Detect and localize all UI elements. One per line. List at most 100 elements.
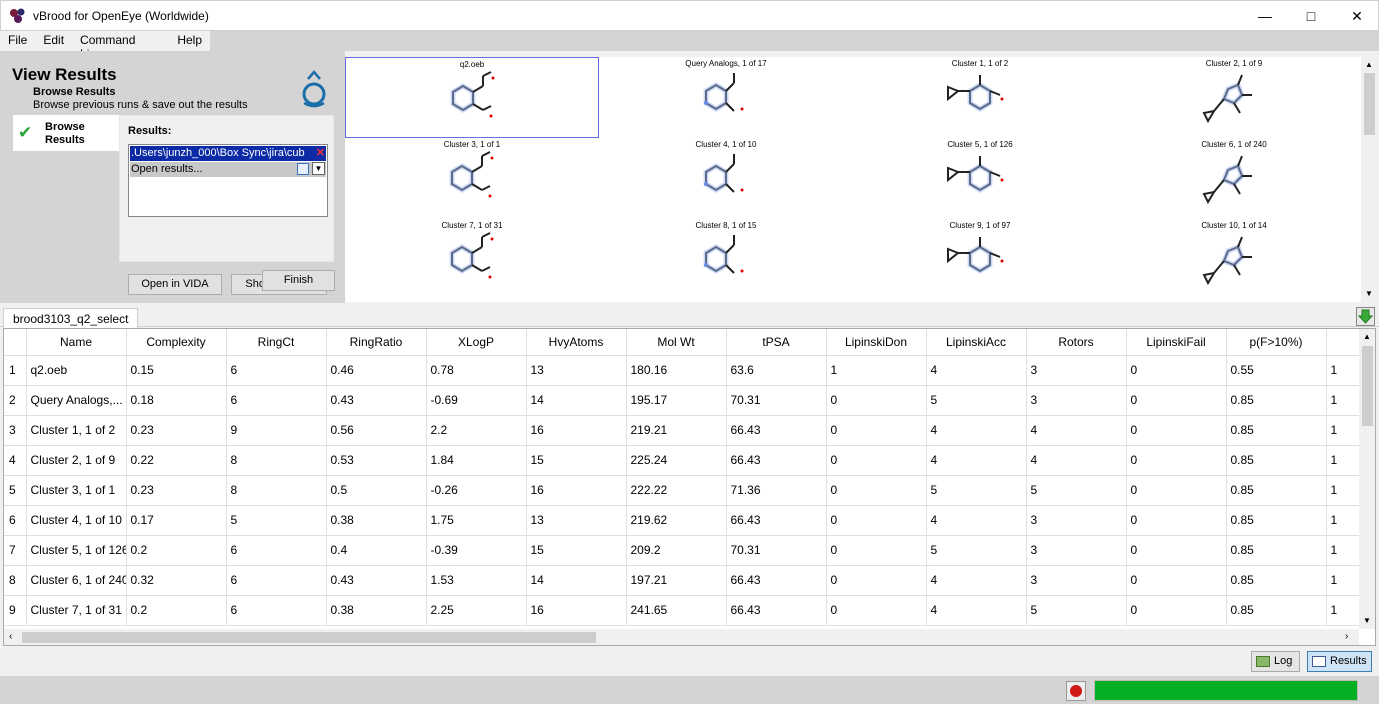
- table-row[interactable]: 5 Cluster 3, 1 of 1 0.23 8 0.5 -0.26 16 222.22 7…: [4, 475, 1367, 506]
- column-header[interactable]: p(F>10%): [1226, 329, 1327, 356]
- column-header[interactable]: [4, 329, 27, 356]
- table-cell: 5: [1026, 475, 1127, 506]
- molecule-cell[interactable]: Cluster 10, 1 of 14: [1107, 219, 1361, 300]
- column-header[interactable]: LipinskiAcc: [926, 329, 1027, 356]
- table-row[interactable]: 2 Query Analogs,... 0.18 6 0.43 -0.69 14 195.17…: [4, 385, 1367, 416]
- molecule-cell[interactable]: Cluster 6, 1 of 240: [1107, 138, 1361, 219]
- table-cell: 70.31: [726, 535, 827, 566]
- file-icon[interactable]: [297, 163, 309, 175]
- table-cell: 6: [226, 565, 327, 596]
- scroll-up-icon[interactable]: ▲: [1365, 60, 1373, 69]
- export-down-arrow-icon[interactable]: [1356, 307, 1375, 326]
- molecule-structure-icon: [449, 151, 494, 198]
- table-cell: 6: [226, 385, 327, 416]
- stop-button[interactable]: [1066, 681, 1086, 701]
- table-row[interactable]: 6 Cluster 4, 1 of 10 0.17 5 0.38 1.75 13 219.62…: [4, 505, 1367, 536]
- table-cell: 0.38: [326, 595, 427, 626]
- table-cell: 0: [826, 415, 927, 446]
- table-row[interactable]: 3 Cluster 1, 1 of 2 0.23 9 0.56 2.2 16 219.21 66…: [4, 415, 1367, 446]
- close-button[interactable]: ✕: [1351, 7, 1363, 24]
- molecule-cell[interactable]: Cluster 8, 1 of 15: [599, 219, 853, 300]
- scroll-down-icon[interactable]: ▼: [1365, 289, 1373, 298]
- log-button[interactable]: Log: [1251, 651, 1300, 672]
- column-header[interactable]: LipinskiDon: [826, 329, 927, 356]
- molecule-cell[interactable]: Cluster 3, 1 of 1: [345, 138, 599, 219]
- table-cell: 0.85: [1226, 535, 1327, 566]
- table-cell: 15: [526, 445, 627, 476]
- table-cell: 0: [826, 595, 927, 626]
- column-header[interactable]: tPSA: [726, 329, 827, 356]
- finish-button[interactable]: Finish: [262, 270, 335, 291]
- scroll-thumb[interactable]: [1362, 346, 1373, 426]
- table-cell: 4: [926, 505, 1027, 536]
- scroll-left-icon[interactable]: ‹: [9, 631, 13, 642]
- table-row[interactable]: 9 Cluster 7, 1 of 31 0.2 6 0.38 2.25 16 241.65 6…: [4, 595, 1367, 626]
- table-cell: 209.2: [626, 535, 727, 566]
- table-vertical-scrollbar[interactable]: ▲ ▼: [1359, 329, 1375, 629]
- row-number: 8: [4, 565, 27, 596]
- molecule-cell[interactable]: Cluster 4, 1 of 10: [599, 138, 853, 219]
- table-cell: 219.21: [626, 415, 727, 446]
- column-header[interactable]: Mol Wt: [626, 329, 727, 356]
- molecule-caption: Cluster 2, 1 of 9: [1205, 59, 1263, 68]
- molecule-cell[interactable]: Cluster 7, 1 of 31: [345, 219, 599, 300]
- minimize-button[interactable]: —: [1258, 8, 1272, 24]
- table-cell: 219.62: [626, 505, 727, 536]
- menu-file[interactable]: File: [8, 33, 28, 47]
- table-row[interactable]: 1 q2.oeb 0.15 6 0.46 0.78 13 180.16 63.6 1 4 3 0 0.55…: [4, 355, 1367, 386]
- table-cell: 0: [1126, 445, 1227, 476]
- open-results-item[interactable]: Open results... ▼: [130, 162, 326, 177]
- molecule-cell[interactable]: Cluster 5, 1 of 126: [853, 138, 1107, 219]
- molecule-cell[interactable]: q2.oeb: [345, 57, 599, 138]
- column-header[interactable]: Rotors: [1026, 329, 1127, 356]
- scroll-up-icon[interactable]: ▲: [1363, 332, 1371, 341]
- table-cell: 0: [1126, 535, 1227, 566]
- remove-icon[interactable]: ✕: [315, 147, 325, 159]
- tab-strip: brood3103_q2_select: [0, 303, 1379, 329]
- results-list[interactable]: .Users\junzh_000\Box Sync\jira\cub ✕ Ope…: [128, 144, 328, 217]
- table-cell: 70.31: [726, 385, 827, 416]
- results-button[interactable]: Results: [1307, 651, 1372, 672]
- tab-results-file[interactable]: brood3103_q2_select: [3, 308, 139, 329]
- molecule-cell[interactable]: Query Analogs, 1 of 17: [599, 57, 853, 138]
- scroll-thumb[interactable]: [22, 632, 596, 643]
- molecule-structure-icon: [703, 235, 744, 274]
- column-header[interactable]: LipinskiFail: [1126, 329, 1227, 356]
- table-cell: Cluster 2, 1 of 9: [26, 445, 127, 476]
- molecule-caption: Cluster 9, 1 of 97: [949, 221, 1011, 230]
- column-header[interactable]: HvyAtoms: [526, 329, 627, 356]
- column-header[interactable]: RingCt: [226, 329, 327, 356]
- open-in-vida-button[interactable]: Open in VIDA: [128, 274, 222, 295]
- table-row[interactable]: 4 Cluster 2, 1 of 9 0.22 8 0.53 1.84 15 225.24 6…: [4, 445, 1367, 476]
- column-header[interactable]: XLogP: [426, 329, 527, 356]
- table-cell: Query Analogs,...: [26, 385, 127, 416]
- molecule-caption: Cluster 7, 1 of 31: [441, 221, 503, 230]
- table-cell: 1.53: [426, 565, 527, 596]
- menu-edit[interactable]: Edit: [43, 33, 65, 47]
- scroll-thumb[interactable]: [1364, 73, 1375, 135]
- scroll-right-icon[interactable]: ›: [1345, 631, 1349, 642]
- table-horizontal-scrollbar[interactable]: ‹ ›: [4, 629, 1359, 645]
- step-browse-results[interactable]: ✔ Browse Results: [13, 115, 119, 151]
- column-header[interactable]: Complexity: [126, 329, 227, 356]
- table-cell: 0.85: [1226, 415, 1327, 446]
- table-row[interactable]: 7 Cluster 5, 1 of 126 0.2 6 0.4 -0.39 15 209.2 7…: [4, 535, 1367, 566]
- maximize-button[interactable]: □: [1306, 8, 1316, 24]
- column-header[interactable]: Name: [26, 329, 127, 356]
- molecule-grid-scrollbar[interactable]: ▲ ▼: [1361, 57, 1378, 302]
- dropdown-arrow-icon[interactable]: ▼: [312, 162, 325, 175]
- table-cell: 1: [826, 355, 927, 386]
- scroll-down-icon[interactable]: ▼: [1363, 616, 1371, 625]
- molecule-cell[interactable]: Cluster 2, 1 of 9: [1107, 57, 1361, 138]
- molecule-cell[interactable]: Cluster 1, 1 of 2: [853, 57, 1107, 138]
- results-selected-item[interactable]: .Users\junzh_000\Box Sync\jira\cub ✕: [130, 146, 326, 161]
- molecule-caption: Cluster 10, 1 of 14: [1201, 221, 1267, 230]
- molecule-cell[interactable]: Cluster 9, 1 of 97: [853, 219, 1107, 300]
- table-cell: 222.22: [626, 475, 727, 506]
- table-cell: 0.85: [1226, 505, 1327, 536]
- menu-command-line[interactable]: Command Line: [80, 33, 136, 61]
- table-row[interactable]: 8 Cluster 6, 1 of 240 0.32 6 0.43 1.53 14 197.2…: [4, 565, 1367, 596]
- molecule-caption: Cluster 8, 1 of 15: [695, 221, 757, 230]
- column-header[interactable]: RingRatio: [326, 329, 427, 356]
- menu-help[interactable]: Help: [177, 33, 202, 47]
